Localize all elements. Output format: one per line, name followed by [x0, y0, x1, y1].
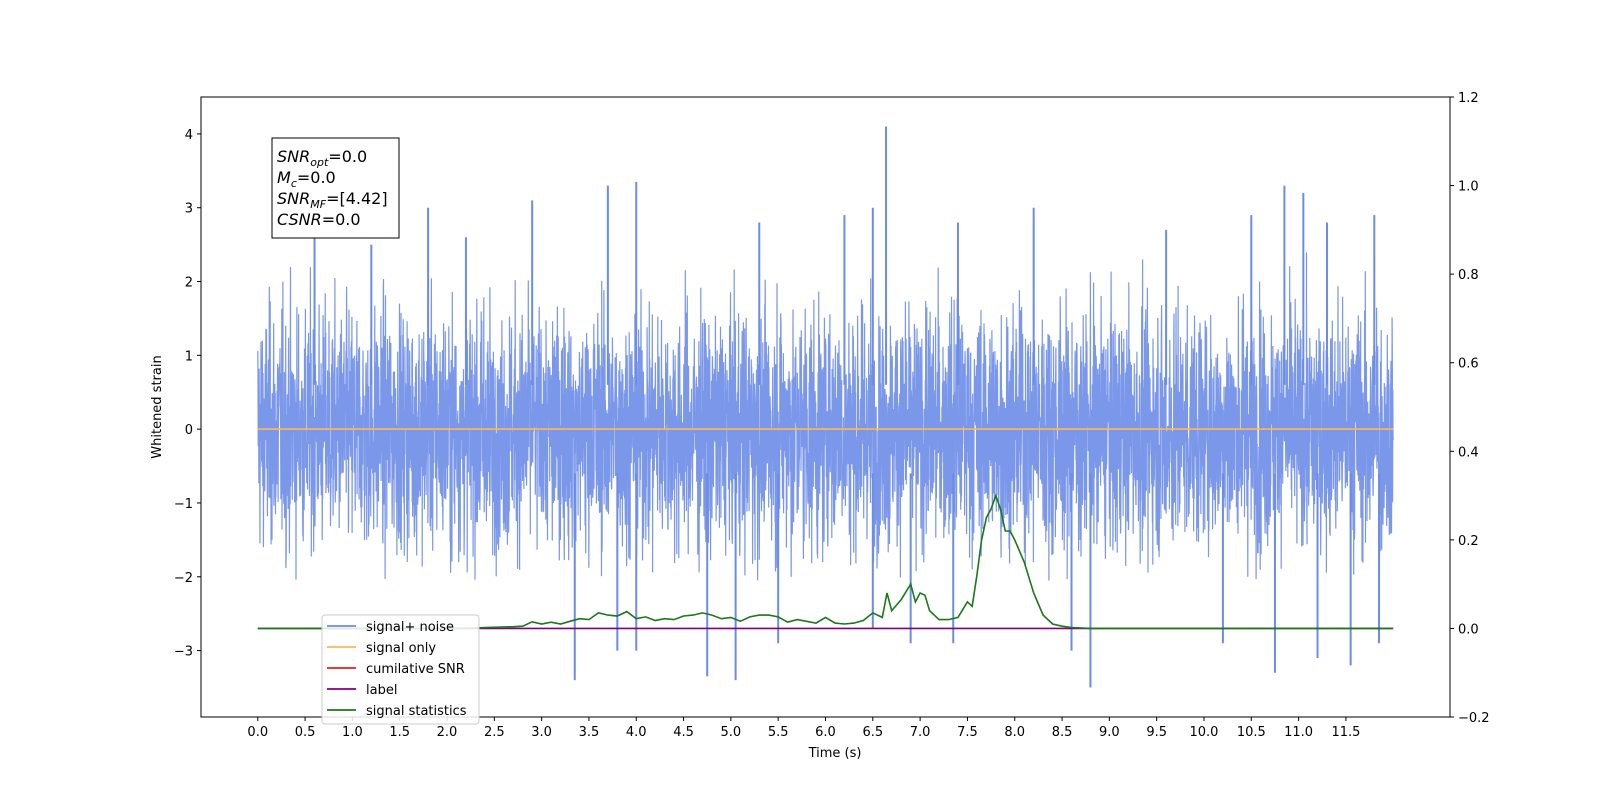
- legend-label: cumilative SNR: [366, 662, 465, 677]
- legend-frame: [321, 614, 480, 725]
- y2-tick-label: −0.2: [1458, 711, 1490, 726]
- x-tick-label: 1.0: [342, 725, 363, 740]
- annotation-line: Mc=0.0: [277, 168, 336, 190]
- y2-tick-label: 0.4: [1458, 445, 1479, 460]
- x-tick-label: 3.0: [531, 725, 552, 740]
- y-tick-label: 0: [185, 423, 193, 438]
- x-tick-label: 9.5: [1146, 725, 1167, 740]
- x-tick-label: 4.0: [626, 725, 647, 740]
- plot-area: [200, 96, 1451, 718]
- x-tick-label: 11.0: [1284, 725, 1313, 740]
- y2-tick-label: 0.8: [1458, 268, 1479, 283]
- x-axis-label: Time (s): [808, 746, 862, 761]
- y-axis-label: Whitened strain: [150, 355, 165, 458]
- x-tick-label: 3.5: [579, 725, 600, 740]
- signal-statistics-line: [257, 493, 1394, 630]
- y2-tick-label: 0.0: [1458, 622, 1479, 637]
- annotation-line: SNRMF=[4.42]: [277, 189, 388, 211]
- x-tick-label: 0.0: [247, 725, 268, 740]
- x-tick-label: 1.5: [389, 725, 410, 740]
- signal-noise-series: [257, 126, 1394, 688]
- annotation-frame: [271, 137, 400, 239]
- y-tick-label: 4: [185, 128, 193, 143]
- legend-label: signal+ noise: [366, 620, 454, 635]
- legend-label: label: [366, 683, 397, 698]
- legend: signal+ noise signal only cumilative SNR la…: [321, 614, 480, 725]
- x-tick-label: 2.5: [484, 725, 505, 740]
- signal-noise-line: [257, 252, 1394, 581]
- y-tick-label: 1: [185, 349, 193, 364]
- x-tick-label: 8.5: [1052, 725, 1073, 740]
- x-tick-label: 7.0: [910, 725, 931, 740]
- x-tick-label: 5.5: [768, 725, 789, 740]
- x-tick-label: 8.0: [1004, 725, 1025, 740]
- annotation-line: SNRopt=0.0: [277, 147, 367, 169]
- x-tick-label: 5.0: [721, 725, 742, 740]
- x-tick-label: 10.5: [1237, 725, 1266, 740]
- y-axis-right: −0.2 0.0 0.2 0.4 0.6 0.8 1.0 1.2: [1450, 91, 1490, 726]
- y2-tick-label: 0.6: [1458, 357, 1479, 372]
- y2-tick-label: 1.2: [1458, 91, 1479, 106]
- y-tick-label: −3: [174, 645, 193, 660]
- x-tick-label: 2.0: [437, 725, 458, 740]
- annotation-line: CSNR=0.0: [277, 210, 361, 229]
- x-tick-label: 10.0: [1190, 725, 1219, 740]
- y-tick-label: −1: [174, 497, 193, 512]
- y2-tick-label: 0.2: [1458, 534, 1479, 549]
- x-tick-label: 6.5: [862, 725, 883, 740]
- x-tick-label: 4.5: [673, 725, 694, 740]
- x-tick-label: 6.0: [815, 725, 836, 740]
- legend-label: signal statistics: [366, 704, 467, 719]
- y2-tick-label: 1.0: [1458, 180, 1479, 195]
- y-tick-label: 2: [185, 276, 193, 291]
- y-axis-left: −3 −2 −1 0 1 2 3 4: [174, 128, 201, 660]
- x-tick-label: 0.5: [295, 725, 316, 740]
- legend-label: signal only: [366, 641, 436, 656]
- x-tick-label: 11.5: [1331, 725, 1360, 740]
- y-tick-label: −2: [174, 571, 193, 586]
- x-tick-label: 7.5: [957, 725, 978, 740]
- x-axis: 0.0 0.5 1.0 1.5 2.0 2.5 3.0 3.5 4.0 4.5 5.0 5.5 6.0 6…: [247, 717, 1360, 740]
- x-tick-label: 9.0: [1099, 725, 1120, 740]
- y-tick-label: 3: [185, 202, 193, 217]
